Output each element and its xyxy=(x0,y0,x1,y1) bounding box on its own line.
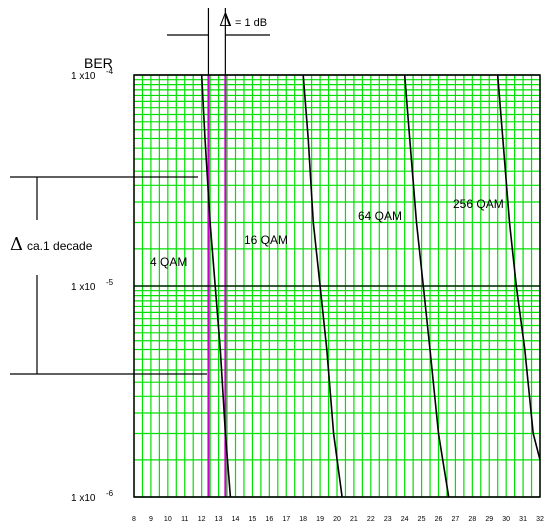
x-tick-label: 12 xyxy=(198,516,206,523)
series-line-16qam xyxy=(302,74,343,498)
x-tick-label: 22 xyxy=(367,516,375,523)
x-tick-label: 25 xyxy=(418,516,426,523)
y-tick-label: 1 x10 -5 xyxy=(71,278,114,293)
x-tick-label: 20 xyxy=(333,516,341,523)
x-tick-label: 31 xyxy=(519,516,527,523)
y-tick-base: 1 x10 xyxy=(71,71,96,82)
series-label-64qam: 64 QAM xyxy=(358,209,402,223)
x-tick-label: 21 xyxy=(350,516,358,523)
annotations xyxy=(10,8,270,375)
y-tick-exponent: -5 xyxy=(106,278,114,287)
y-tick-exponent: -4 xyxy=(106,67,114,76)
series-label-16qam: 16 QAM xyxy=(244,233,288,247)
y-tick-label: 1 x10 -6 xyxy=(71,489,114,504)
y-tick-labels: 1 x10 -4 1 x10 -5 1 x10 -6 xyxy=(71,67,114,504)
delta-left-symbol: Δ xyxy=(10,234,23,255)
x-tick-label: 13 xyxy=(215,516,223,523)
x-tick-labels: 8 9 10 11 12 13 14 15 16 17 18 19 20 21 22 23 24 25 26 27 28… xyxy=(132,516,544,523)
y-tick-label: 1 x10 -4 xyxy=(71,67,114,82)
y-axis-label: BER xyxy=(84,55,113,71)
y-tick-exponent: -6 xyxy=(106,489,114,498)
x-tick-label: 11 xyxy=(181,516,188,523)
x-tick-label: 14 xyxy=(232,516,240,523)
delta-top-symbol: Δ xyxy=(219,10,232,31)
series-lines xyxy=(200,74,541,498)
x-tick-label: 8 xyxy=(132,516,136,523)
x-tick-label: 29 xyxy=(485,516,493,523)
x-tick-label: 30 xyxy=(502,516,510,523)
delta-left-text: ca.1 decade xyxy=(27,239,93,253)
x-tick-label: 26 xyxy=(435,516,443,523)
series-line-256qam xyxy=(496,74,541,461)
series-line-64qam xyxy=(403,74,450,498)
x-tick-label: 23 xyxy=(384,516,392,523)
series-label-256qam: 256 QAM xyxy=(453,197,504,211)
delta-top-text: = 1 dB xyxy=(235,17,267,29)
x-tick-label: 19 xyxy=(316,516,324,523)
x-tick-label: 27 xyxy=(452,516,460,523)
y-tick-base: 1 x10 xyxy=(71,493,96,504)
x-tick-label: 10 xyxy=(164,516,172,523)
x-tick-label: 17 xyxy=(282,516,290,523)
x-tick-label: 9 xyxy=(149,516,153,523)
series-line-4qam xyxy=(200,74,232,498)
series-label-4qam: 4 QAM xyxy=(150,255,187,269)
x-tick-label: 32 xyxy=(536,516,544,523)
x-tick-label: 16 xyxy=(265,516,273,523)
plot-frame xyxy=(133,74,541,498)
y-tick-base: 1 x10 xyxy=(71,282,96,293)
x-tick-label: 24 xyxy=(401,516,409,523)
x-tick-label: 18 xyxy=(299,516,307,523)
x-tick-label: 15 xyxy=(249,516,257,523)
x-tick-label: 28 xyxy=(468,516,476,523)
